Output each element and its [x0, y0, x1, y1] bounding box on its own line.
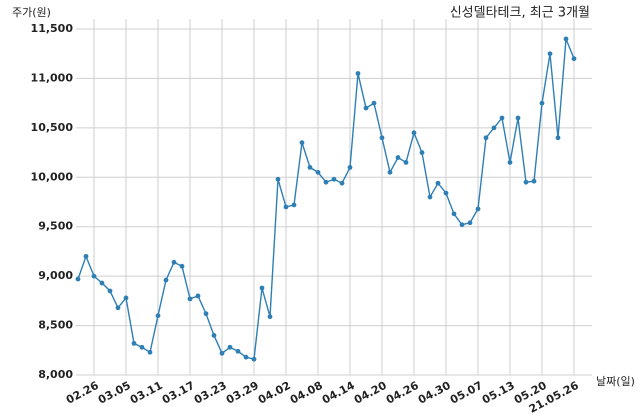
point [395, 155, 401, 160]
y-tick-label: 11,000 [31, 71, 74, 84]
x-tick-label: 03.05 [96, 379, 133, 407]
x-tick-label: 04.02 [256, 379, 293, 407]
y-tick-label: 8,000 [38, 368, 73, 381]
point [227, 344, 233, 350]
point [475, 206, 481, 212]
point [435, 180, 441, 186]
point [211, 333, 217, 338]
y-tick-label: 10,000 [31, 170, 74, 183]
x-tick-label: 04.30 [416, 379, 453, 407]
point [387, 169, 393, 175]
point [75, 276, 81, 282]
x-tick-label: 05.07 [448, 379, 485, 407]
point [155, 313, 161, 319]
point [507, 160, 513, 165]
point [323, 179, 329, 185]
y-tick-label: 9,500 [38, 220, 73, 233]
x-tick-label: 04.08 [288, 379, 325, 407]
point [371, 100, 377, 106]
x-tick-label: 04.14 [320, 379, 357, 407]
point [491, 125, 497, 131]
y-tick-label: 8,500 [38, 319, 73, 332]
point [547, 51, 553, 57]
point [139, 344, 145, 350]
point [243, 354, 249, 360]
point [267, 314, 273, 320]
y-tick-label: 10,500 [31, 121, 74, 134]
x-axis-label: 날짜(일) [596, 374, 635, 388]
point [355, 71, 361, 76]
point [539, 100, 545, 106]
x-tick-label: 03.17 [160, 379, 197, 407]
x-tick-label: 04.20 [352, 379, 389, 407]
point [203, 311, 209, 317]
point [171, 259, 177, 265]
point [131, 340, 137, 346]
point [339, 180, 345, 186]
point [307, 165, 313, 170]
point [83, 253, 89, 259]
point [411, 130, 417, 136]
point [347, 165, 353, 170]
point [179, 263, 185, 269]
point [235, 348, 241, 354]
point [259, 285, 265, 291]
point [275, 176, 281, 182]
point [499, 115, 505, 121]
point [91, 273, 97, 279]
point [251, 356, 257, 362]
point [419, 150, 425, 155]
point [523, 179, 529, 185]
point [147, 349, 153, 355]
point [315, 169, 321, 175]
point [163, 277, 169, 283]
point [291, 202, 297, 208]
point [115, 305, 121, 311]
point [107, 288, 113, 294]
point [443, 190, 449, 196]
point [467, 220, 473, 226]
x-tick-label: 03.29 [224, 379, 261, 407]
y-tick-label: 9,000 [38, 269, 73, 282]
point [563, 36, 569, 42]
point [187, 296, 193, 302]
y-tick-label: 11,500 [31, 22, 74, 35]
point [219, 350, 225, 356]
point [555, 135, 561, 141]
point [299, 140, 305, 146]
x-tick-label: 03.11 [128, 379, 165, 407]
point [363, 105, 369, 111]
point [531, 178, 537, 184]
y-axis-label: 주가(원) [12, 6, 51, 19]
point [571, 56, 577, 62]
point [331, 176, 337, 182]
point [515, 115, 521, 121]
point [123, 295, 129, 301]
point [451, 211, 457, 217]
line [77, 38, 575, 361]
chart-title: 신성델타테크, 최근 3개월 [450, 6, 590, 21]
point [483, 135, 489, 141]
point [283, 204, 289, 210]
point [99, 280, 105, 286]
x-tick-label: 02.26 [64, 379, 101, 407]
point [427, 194, 433, 200]
point [403, 160, 409, 165]
x-tick-label: 03.23 [192, 379, 229, 407]
point [195, 293, 201, 299]
x-tick-label: 04.26 [384, 379, 421, 407]
point [379, 135, 385, 141]
x-tick-label: 05.13 [480, 379, 517, 407]
point [459, 222, 465, 228]
